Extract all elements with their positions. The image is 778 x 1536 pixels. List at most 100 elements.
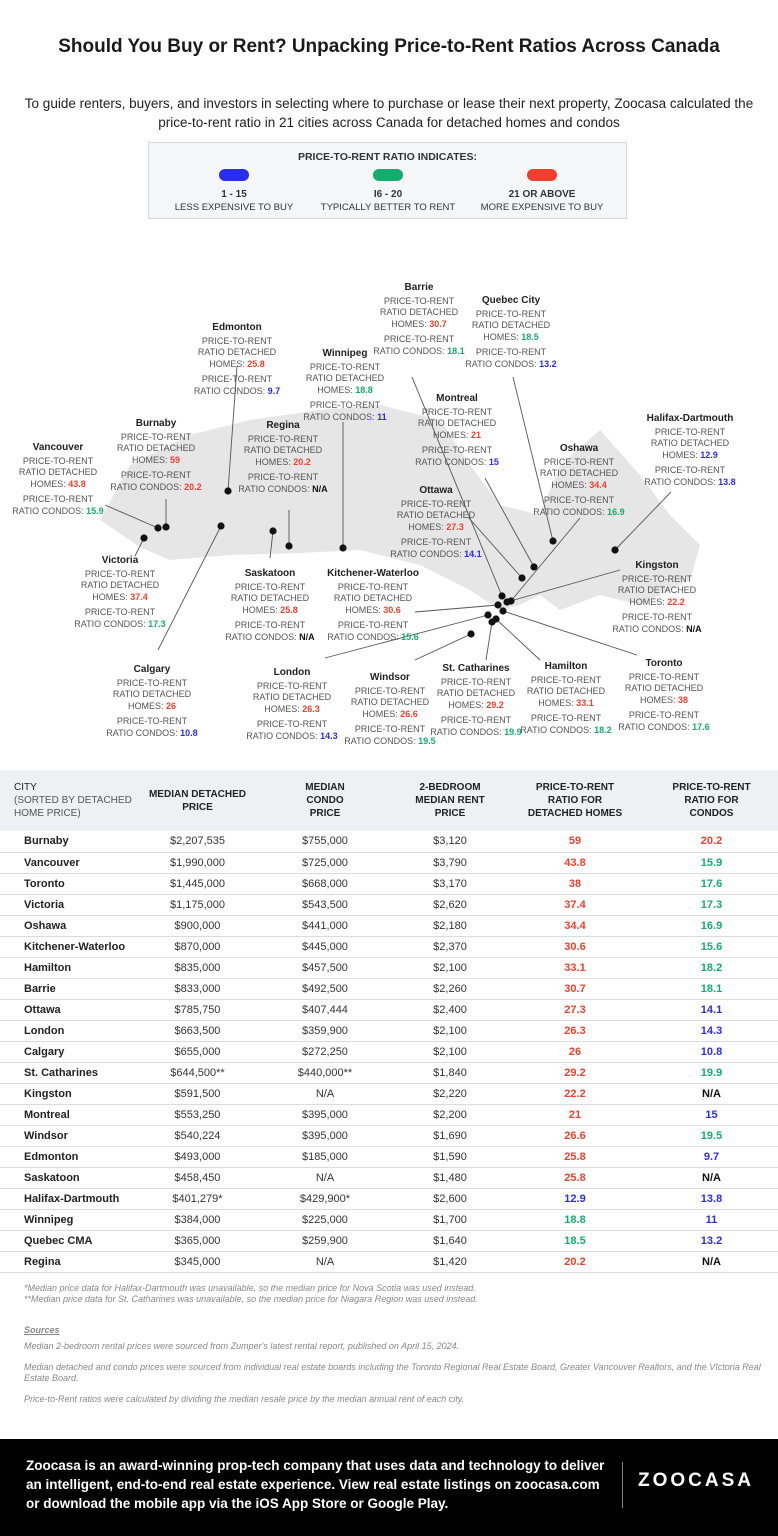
detached-ratio-value: 27.3 — [446, 521, 464, 532]
condo-ratio-label: Price-to-rent ratio condos: 14.3 — [246, 719, 338, 741]
detached-ratio-value: 33.1 — [576, 697, 594, 708]
rent-cell: $2,100 — [433, 961, 467, 974]
city-dot — [339, 544, 347, 552]
city-dot — [499, 607, 507, 615]
city-dot — [269, 527, 277, 535]
ratio-detached-cell: 33.1 — [564, 961, 586, 974]
detached-ratio-value: 22.2 — [667, 596, 685, 607]
city-cell: Saskatoon — [24, 1171, 80, 1184]
city-name: Saskatoon — [244, 568, 296, 579]
ratio-detached-cell: 21 — [568, 1108, 582, 1121]
city-name: Hamilton — [544, 661, 588, 672]
ratio-condo-cell: 19.5 — [700, 1129, 723, 1142]
detached-ratio-label: Price-to-rent ratio detached homes: 34.4 — [539, 456, 619, 490]
city-dot — [140, 534, 148, 542]
condo-price-cell: $395,000 — [302, 1129, 348, 1142]
detached-ratio-label: Price-to-rent ratio detached homes: 29.2 — [436, 676, 516, 710]
condo-price-cell: $492,500 — [302, 982, 348, 995]
city-cell: Regina — [24, 1255, 61, 1268]
table-row: Vancouver $1,990,000 $725,000 $3,790 43.8 15.… — [0, 852, 778, 873]
ratio-condo-cell: 15 — [705, 1108, 718, 1121]
city-label-victoria: Victoria Price-to-rent ratio detached hom… — [72, 555, 168, 630]
detached-ratio-label: Price-to-rent ratio detached homes: 26 — [112, 677, 192, 711]
table-row: Montreal $553,250 $395,000 $2,200 21 15 — [0, 1104, 778, 1125]
leader-line — [324, 614, 489, 659]
city-label-hamilton: Hamilton Price-to-rent ratio detached hom… — [518, 661, 614, 736]
detached-ratio-value: 59 — [170, 454, 181, 465]
detached-price-cell: $553,250 — [174, 1108, 221, 1121]
city-label-windsor: Windsor Price-to-rent ratio detached home… — [342, 672, 438, 747]
condo-ratio-label: Price-to-rent ratio condos: 10.8 — [106, 716, 198, 738]
header-detached-price: Median Detached Price — [148, 788, 247, 813]
condo-ratio-label: Price-to-rent ratio condos: 15.9 — [12, 494, 104, 516]
city-cell: Winnipeg — [24, 1213, 74, 1226]
ratio-condo-cell: 15.9 — [700, 856, 723, 869]
city-dot — [484, 611, 492, 619]
ratio-condo-cell: 14.1 — [700, 1003, 723, 1016]
rent-cell: $2,100 — [433, 1045, 467, 1058]
rent-cell: $2,200 — [433, 1108, 467, 1121]
table-row: Winnipeg $384,000 $225,000 $1,700 18.8 11 — [0, 1209, 778, 1230]
detached-ratio-label: Price-to-rent ratio detached homes: 18.5 — [471, 308, 551, 342]
condo-ratio-value: 18.2 — [594, 724, 612, 735]
detached-price-cell: $1,445,000 — [169, 877, 226, 890]
leader-line — [502, 610, 638, 656]
footnotes: *Median price data for Halifax-Dartmouth… — [24, 1283, 764, 1305]
ratio-detached-cell: 38 — [568, 877, 582, 890]
detached-ratio-label: Price-to-rent ratio detached homes: 12.9 — [650, 426, 730, 460]
condo-ratio-value: 18.1 — [447, 345, 465, 356]
table-row: Kitchener-Waterloo $870,000 $445,000 $2,370… — [0, 936, 778, 957]
detached-price-cell: $591,500 — [174, 1087, 221, 1100]
city-label-montreal: Montreal Price-to-rent ratio detached hom… — [409, 393, 505, 468]
detached-ratio-label: Price-to-rent ratio detached homes: 27.3 — [396, 498, 476, 532]
map-graphic — [100, 365, 700, 661]
leader-line — [414, 604, 499, 613]
ratio-condo-cell: 13.2 — [700, 1234, 723, 1247]
ratio-condo-cell: 16.9 — [700, 919, 723, 932]
table-row: Kingston $591,500 N/A $2,220 22.2 N/A — [0, 1083, 778, 1104]
city-cell: Hamilton — [24, 961, 72, 974]
city-dot — [224, 487, 232, 495]
detached-price-cell: $785,750 — [174, 1003, 221, 1016]
detached-ratio-value: 26 — [166, 700, 177, 711]
legend-range: I6 - 20 — [373, 189, 403, 200]
city-label-halifax-dartmouth: Halifax-Dartmouth Price-to-rent ratio det… — [642, 413, 738, 488]
leader-line — [269, 530, 274, 559]
footer-divider — [622, 1462, 623, 1508]
condo-ratio-label: Price-to-rent ratio condos: 19.9 — [430, 715, 522, 737]
city-name: Barrie — [404, 282, 434, 293]
city-dot — [467, 630, 475, 638]
condo-ratio-value: 15.9 — [86, 505, 104, 516]
condo-price-cell: $225,000 — [302, 1213, 348, 1226]
ratio-condo-cell: 9.7 — [703, 1150, 720, 1163]
city-name: London — [273, 667, 311, 678]
leader-line — [467, 516, 523, 579]
legend-range: 1 - 15 — [221, 189, 247, 200]
ratio-condo-cell: N/A — [702, 1087, 721, 1100]
condo-price-cell: $272,250 — [302, 1045, 348, 1058]
rent-cell: $2,620 — [433, 898, 467, 911]
legend-meaning: LESS EXPENSIVE TO BUY — [174, 202, 294, 213]
canada-landmass — [100, 405, 700, 610]
detached-price-cell: $835,000 — [174, 961, 221, 974]
condo-ratio-label: Price-to-rent ratio condos: 17.3 — [74, 607, 166, 629]
leader-line — [614, 491, 672, 551]
detached-price-cell: $493,000 — [174, 1150, 221, 1163]
city-name: Kitchener-Waterloo — [327, 568, 419, 579]
legend-title: PRICE-TO-RENT RATIO INDICATES: — [297, 151, 478, 163]
detached-ratio-label: Price-to-rent ratio detached homes: 30.6 — [333, 581, 413, 615]
detached-ratio-value: 21 — [471, 429, 482, 440]
detached-price-cell: $540,224 — [174, 1129, 221, 1142]
detached-price-cell: $833,000 — [174, 982, 221, 995]
detached-ratio-label: Price-to-rent ratio detached homes: 26.6 — [350, 685, 430, 719]
ratio-detached-cell: 20.2 — [564, 1255, 586, 1268]
green-swatch — [373, 169, 403, 181]
city-dot — [549, 537, 557, 545]
leader-line — [157, 525, 222, 651]
condo-price-cell: $445,000 — [302, 940, 348, 953]
city-name: Vancouver — [32, 442, 84, 453]
condo-ratio-label: Price-to-rent ratio condos: 16.9 — [533, 495, 625, 517]
detached-price-cell: $401,279* — [172, 1192, 223, 1205]
legend-meaning: TYPICALLY BETTER TO RENT — [320, 202, 456, 213]
city-dot — [611, 546, 619, 554]
